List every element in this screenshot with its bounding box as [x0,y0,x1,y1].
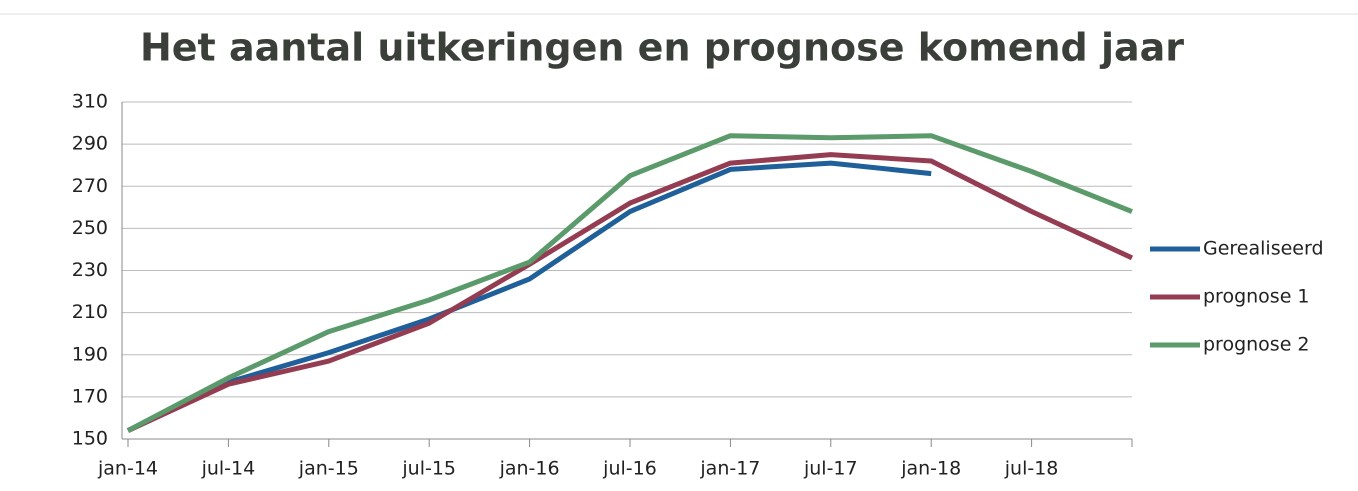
x-tick-label: jan-18 [900,458,961,480]
chart-title: Het aantal uitkeringen en prognose komen… [140,26,1184,70]
x-tick-label: jul-15 [401,458,456,480]
y-tick-label: 310 [72,91,108,113]
legend-label: prognose 1 [1203,286,1310,308]
y-tick-label: 150 [72,428,108,450]
x-tick-label: jul-18 [1004,458,1059,480]
x-tick-label: jan-14 [97,458,158,480]
y-tick-label: 230 [72,259,108,281]
x-tick-label: jan-16 [499,458,560,480]
legend-label: prognose 2 [1203,334,1310,356]
y-tick-label: 170 [72,385,108,407]
x-tick-label: jul-16 [602,458,657,480]
y-tick-label: 270 [72,175,108,197]
y-tick-label: 210 [72,301,108,323]
x-tick-label: jul-14 [201,458,256,480]
legend-label: Gerealiseerd [1203,238,1324,260]
x-tick-label: jul-17 [803,458,858,480]
series-line [126,133,1133,433]
x-tick-label: jan-17 [699,458,760,480]
series-line [126,160,932,433]
y-tick-label: 250 [72,217,108,239]
y-tick-label: 190 [72,343,108,365]
x-tick-label: jan-15 [298,458,359,480]
series-line [126,152,1134,433]
y-tick-label: 290 [72,133,108,155]
